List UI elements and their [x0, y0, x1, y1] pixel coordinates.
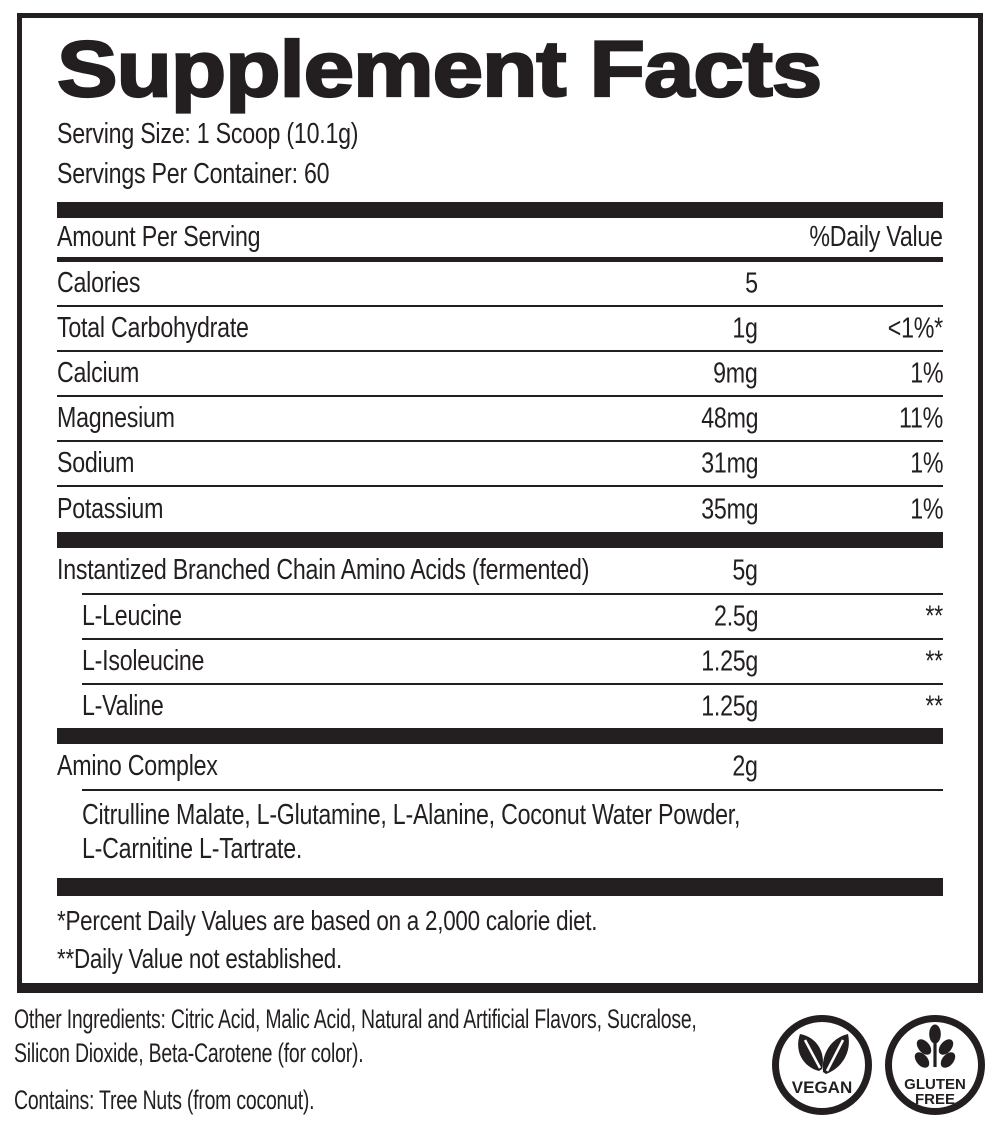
- header-daily-value: %Daily Value: [809, 221, 944, 253]
- gluten-free-badge-svg: GLUTEN FREE: [885, 1015, 985, 1115]
- other-ingredients: Other Ingredients: Citric Acid, Malic Ac…: [14, 1004, 697, 1068]
- footnotes: *Percent Daily Values are based on a 2,0…: [57, 902, 943, 978]
- gluten-free-badge-label-line1: GLUTEN: [904, 1076, 966, 1093]
- table-header-row: Amount Per Serving %Daily Value: [57, 218, 943, 262]
- ingredients-line: L-Carnitine L-Tartrate.: [82, 833, 303, 865]
- table-row-calcium: Calcium 9mg 1%: [57, 352, 943, 397]
- nutrient-name: Total Carbohydrate: [57, 312, 249, 344]
- section-divider-bar: [57, 202, 943, 218]
- ingredients-line: Citrulline Malate, L-Glutamine, L-Alanin…: [82, 799, 741, 831]
- table-row-sodium: Sodium 31mg 1%: [57, 442, 943, 487]
- table-row-bcaa-group: Instantized Branched Chain Amino Acids (…: [57, 548, 943, 593]
- footnote-daily-values: *Percent Daily Values are based on a 2,0…: [57, 905, 598, 936]
- nutrient-amount: 2.5g: [713, 600, 758, 632]
- wheat-icon: [914, 1024, 956, 1068]
- nutrient-amount: 1g: [732, 312, 759, 344]
- vegan-badge-label: VEGAN: [792, 1078, 852, 1097]
- table-row-magnesium: Magnesium 48mg 11%: [57, 397, 943, 442]
- section-divider-bar: [57, 532, 943, 548]
- supplement-facts-panel: Supplement Facts Serving Size: 1 Scoop (…: [17, 13, 983, 993]
- table-row-l-isoleucine: L-Isoleucine 1.25g **: [82, 638, 943, 683]
- serving-size-line: Serving Size: 1 Scoop (10.1g): [57, 118, 359, 150]
- nutrient-amount: 9mg: [713, 357, 759, 389]
- nutrient-daily-value: **: [925, 600, 943, 632]
- nutrient-name: Instantized Branched Chain Amino Acids (…: [57, 554, 590, 586]
- panel-title-text: Supplement Facts: [56, 24, 824, 113]
- nutrient-name: Calories: [57, 267, 141, 299]
- nutrient-name: Sodium: [57, 447, 135, 479]
- nutrient-name: Amino Complex: [57, 750, 218, 782]
- nutrient-name: L-Valine: [82, 690, 164, 722]
- nutrient-daily-value: 1%: [909, 493, 943, 525]
- header-amount-per-serving: Amount Per Serving: [57, 221, 261, 253]
- nutrient-daily-value: <1%*: [887, 312, 943, 344]
- serving-info: Serving Size: 1 Scoop (10.1g) Servings P…: [57, 114, 943, 194]
- nutrient-daily-value: 1%: [909, 447, 943, 479]
- nutrient-daily-value: 11%: [899, 402, 943, 434]
- nutrient-name: L-Isoleucine: [82, 645, 205, 677]
- nutrient-amount: 35mg: [700, 493, 758, 525]
- nutrient-amount: 5: [745, 267, 758, 299]
- nutrient-amount: 48mg: [700, 402, 758, 434]
- table-row-calories: Calories 5: [57, 262, 943, 307]
- nutrient-name: Potassium: [57, 493, 164, 525]
- leaf-icon: [798, 1034, 849, 1074]
- gluten-free-badge-label-line2: FREE: [915, 1091, 955, 1108]
- nutrient-name: Calcium: [57, 357, 140, 389]
- panel-title: Supplement Facts: [56, 24, 943, 113]
- nutrient-daily-value: **: [925, 690, 943, 722]
- gluten-free-badge: GLUTEN FREE: [883, 1013, 987, 1117]
- nutrient-daily-value: 1%: [909, 357, 943, 389]
- nutrient-name: L-Leucine: [82, 600, 182, 632]
- nutrient-amount: 5g: [732, 554, 759, 586]
- amino-complex-ingredients: Citrulline Malate, L-Glutamine, L-Alanin…: [82, 789, 943, 878]
- nutrient-daily-value: **: [925, 645, 943, 677]
- badge-ring: [885, 1015, 985, 1115]
- vegan-badge: VEGAN: [770, 1013, 874, 1117]
- nutrient-amount: 1.25g: [701, 645, 758, 677]
- table-row-amino-complex: Amino Complex 2g: [57, 744, 943, 789]
- table-row-total-carbohydrate: Total Carbohydrate 1g <1%*: [57, 307, 943, 352]
- table-row-l-valine: L-Valine 1.25g **: [82, 683, 943, 728]
- section-divider-bar: [57, 728, 943, 744]
- nutrient-amount: 2g: [732, 750, 759, 782]
- footnote-not-established: **Daily Value not established.: [57, 943, 343, 974]
- table-row-potassium: Potassium 35mg 1%: [57, 487, 943, 532]
- table-row-l-leucine: L-Leucine 2.5g **: [82, 593, 943, 638]
- below-panel-info: Other Ingredients: Citric Acid, Malic Ac…: [14, 1002, 770, 1117]
- section-divider-bar: [57, 878, 943, 896]
- nutrient-amount: 1.25g: [701, 690, 758, 722]
- servings-per-container-line: Servings Per Container: 60: [57, 158, 330, 190]
- nutrient-amount: 31mg: [700, 447, 758, 479]
- vegan-badge-svg: VEGAN: [772, 1015, 872, 1115]
- nutrient-name: Magnesium: [57, 402, 175, 434]
- allergen-statement: Contains: Tree Nuts (from coconut).: [14, 1085, 315, 1115]
- badge-ring: [772, 1015, 872, 1115]
